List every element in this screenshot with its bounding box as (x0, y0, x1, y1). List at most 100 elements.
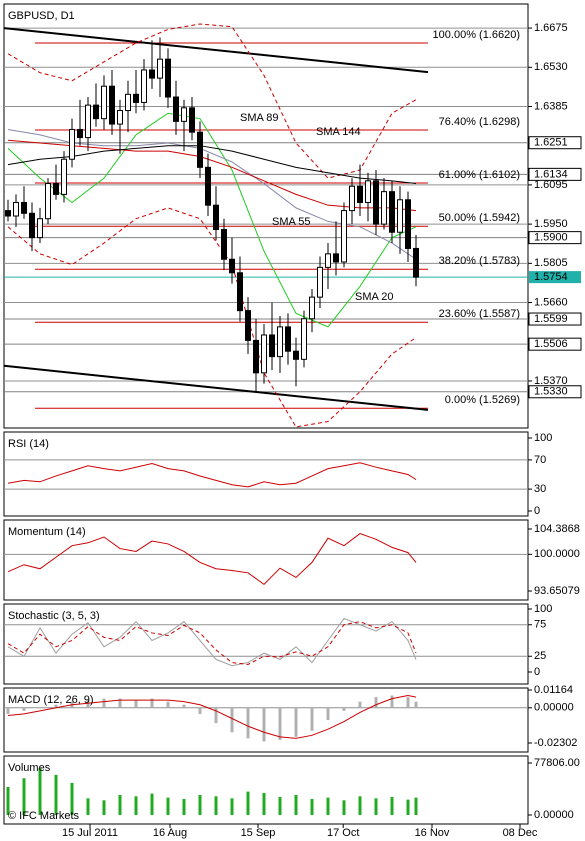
bar (38, 768, 42, 815)
current-price-box (529, 271, 581, 284)
y-tick-label: 70 (534, 454, 546, 466)
candle-body (69, 128, 75, 160)
y-tick-label: 0.00000 (534, 702, 574, 714)
candle-body (325, 253, 331, 268)
bar (262, 792, 266, 815)
bar (86, 798, 90, 815)
bar (246, 707, 250, 739)
level-label: 1.5599 (534, 313, 568, 325)
y-tick-label: 0.00000 (534, 809, 574, 821)
candle-body (293, 350, 299, 360)
level-box (528, 312, 582, 326)
plot-area (4, 695, 528, 742)
x-tick-label: 16 Nov (415, 827, 450, 839)
bar (414, 797, 418, 815)
bar (134, 700, 138, 708)
y-tick-label: 104.3868 (534, 523, 580, 535)
bar (326, 797, 330, 815)
panel (3, 431, 529, 517)
candle-body (133, 93, 139, 103)
sma-line (7, 145, 417, 185)
y-tick-label: 1.6095 (534, 179, 568, 191)
current-price-label: 1.5754 (534, 271, 568, 283)
candle-body (397, 199, 403, 233)
candle-body (389, 191, 395, 233)
watermark: © IFC Markets (8, 810, 80, 822)
level-box (528, 385, 582, 399)
bar (54, 704, 58, 708)
bar (54, 774, 58, 815)
candle-body (269, 334, 275, 358)
bar (102, 698, 106, 708)
candle-body (333, 253, 339, 263)
bar (294, 794, 298, 815)
indicator-line (7, 621, 417, 665)
panel (3, 755, 529, 825)
candle-body (165, 58, 171, 98)
bar (214, 707, 218, 724)
bar (118, 698, 122, 708)
bar (406, 799, 410, 815)
bar (86, 700, 90, 708)
candle-body (285, 326, 291, 352)
sma-label: SMA 55 (272, 216, 311, 228)
candle-body (125, 93, 131, 112)
level-box (528, 136, 582, 150)
y-tick-label: 25 (534, 650, 546, 662)
plot-area (4, 617, 528, 667)
plot-area (4, 23, 528, 428)
bar (246, 791, 250, 815)
y-tick-label: 1.5805 (534, 257, 568, 269)
candle-body (173, 96, 179, 122)
bar (182, 798, 186, 815)
y-tick-label: 1.5950 (534, 218, 568, 230)
panel-title: MACD (12, 26, 9) (8, 694, 94, 706)
bollinger-band (7, 23, 417, 179)
bar (166, 797, 170, 815)
y-tick-label: 30 (534, 483, 546, 495)
candle-body (93, 104, 99, 120)
level-label: 1.6134 (534, 168, 568, 180)
fib-label: 50.00% (1.5942) (439, 212, 520, 224)
candle-body (29, 212, 35, 239)
candle-body (221, 229, 227, 260)
y-tick-label: 0.01164 (534, 684, 573, 696)
fib-label: 76.40% (1.6298) (439, 116, 520, 128)
candle-body (197, 131, 203, 168)
fib-label: 0.00% (1.5269) (445, 394, 520, 406)
indicator-line (7, 462, 417, 488)
candle-body (117, 110, 123, 125)
candle-body (13, 201, 19, 217)
bar (278, 796, 282, 815)
fib-label: 38.20% (1.5783) (439, 255, 520, 267)
panel (3, 687, 529, 753)
bar (150, 793, 154, 815)
bar (390, 695, 394, 708)
bar (6, 786, 10, 815)
candle-body (309, 296, 315, 320)
bar (326, 707, 330, 721)
plot-area (4, 532, 528, 586)
bar (342, 707, 346, 711)
x-tick-label: 15 Jul 2011 (62, 827, 118, 839)
panel-title: RSI (14) (8, 438, 49, 450)
candle-body (365, 180, 371, 203)
indicator-line (7, 532, 417, 586)
candle-body (149, 69, 155, 79)
candle-body (381, 191, 387, 225)
level-label: 1.5506 (534, 338, 568, 350)
panel-title: Volumes (8, 762, 51, 774)
candle-body (301, 318, 307, 360)
candle-body (317, 266, 323, 298)
candle-body (205, 166, 211, 206)
indicator-line (7, 695, 417, 739)
candle-body (253, 339, 259, 374)
candle-body (405, 199, 411, 249)
panel (3, 519, 529, 601)
sma-label: SMA 20 (355, 291, 394, 303)
candle-body (53, 183, 59, 195)
candle-body (277, 326, 283, 358)
y-tick-label: 93.65079 (534, 585, 580, 597)
x-tick-label: 17 Oct (327, 827, 359, 839)
